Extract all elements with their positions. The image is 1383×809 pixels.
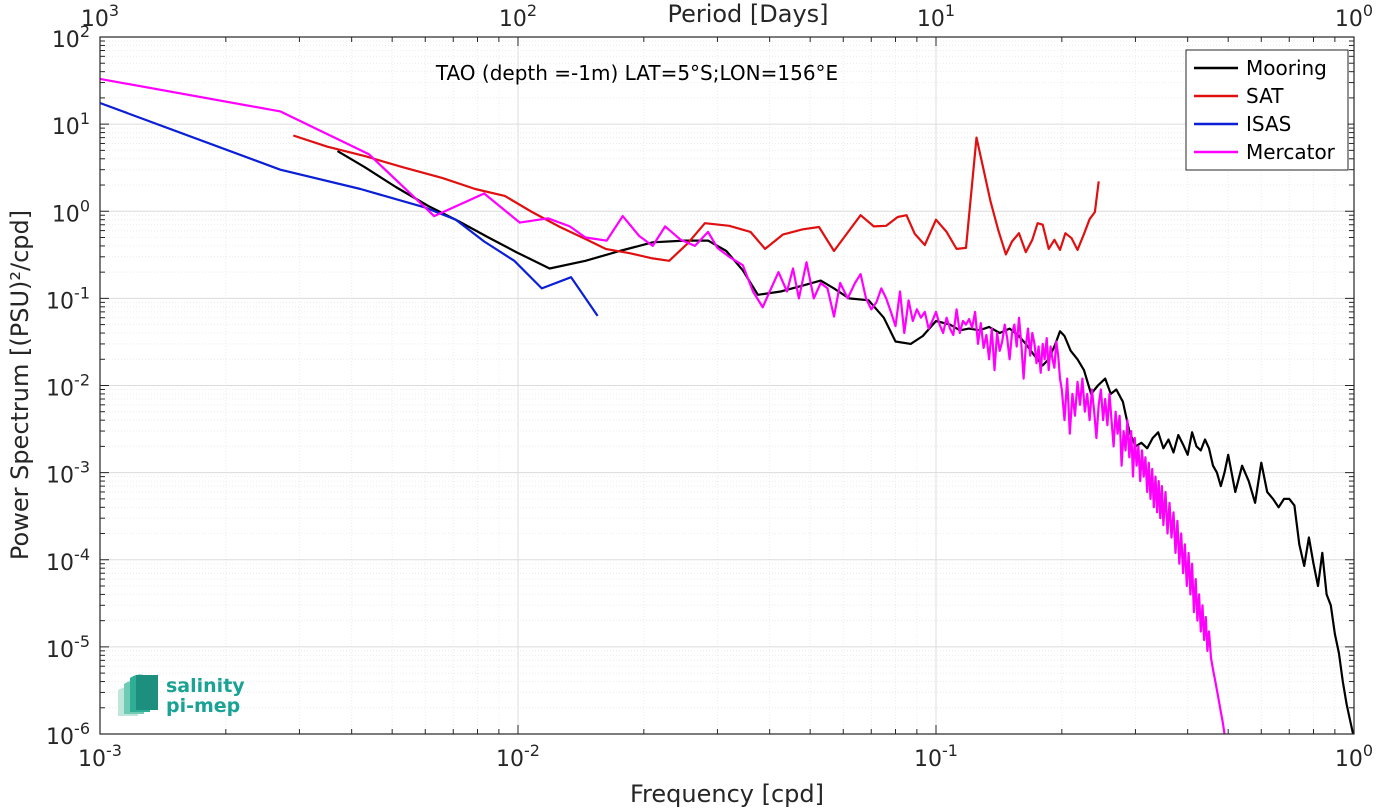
y-tick-label: 100 [52, 196, 90, 227]
x-tick-label: 10-2 [496, 741, 540, 772]
x-tick-label: 100 [1335, 741, 1373, 772]
y-axis-label: Power Spectrum [(PSU)²/cpd] [6, 210, 34, 560]
x2-tick-label: 100 [1335, 1, 1373, 32]
legend-label-mercator: Mercator [1246, 140, 1336, 164]
y-tick-label: 10-2 [46, 371, 90, 402]
salinity-pi-mep-logo: salinity pi-mep [118, 674, 245, 717]
y-tick-label: 101 [52, 109, 90, 140]
x-axis-label: Frequency [cpd] [630, 780, 824, 808]
y-tick-label: 10-4 [46, 545, 90, 576]
logo-line1: salinity [166, 675, 245, 697]
y-tick-label: 102 [52, 22, 90, 53]
series-line-isas [100, 101, 599, 317]
series-line-mercator [100, 77, 1226, 734]
y-tick-label: 10-3 [46, 458, 90, 489]
logo-mark-icon [118, 674, 158, 716]
logo-line2: pi-mep [166, 695, 240, 717]
legend-box [1185, 49, 1349, 171]
x-tick-label: 10-1 [914, 741, 958, 772]
x2-tick-label: 103 [81, 1, 119, 32]
series-lines [100, 77, 1354, 734]
legend-label-isas: ISAS [1246, 112, 1291, 136]
chart-annotation: TAO (depth =-1m) LAT=5°S;LON=156°E [435, 61, 838, 85]
x2-tick-label: 102 [499, 1, 537, 32]
x2-tick-label: 101 [917, 1, 955, 32]
axis-ticks [99, 37, 1354, 735]
y-tick-label: 10-6 [46, 719, 90, 750]
x2-axis-label: Period [Days] [667, 0, 828, 28]
legend-label-sat: SAT [1246, 84, 1284, 108]
legend: Mooring SAT ISAS Mercator [1185, 49, 1349, 171]
x-tick-label: 10-3 [78, 741, 122, 772]
series-line-sat [292, 134, 1100, 262]
y-tick-label: 10-5 [46, 632, 90, 663]
series-line-mooring [336, 150, 1354, 734]
y-tick-label: 10-1 [46, 283, 90, 314]
legend-label-mooring: Mooring [1246, 56, 1327, 80]
grid [99, 37, 1354, 735]
